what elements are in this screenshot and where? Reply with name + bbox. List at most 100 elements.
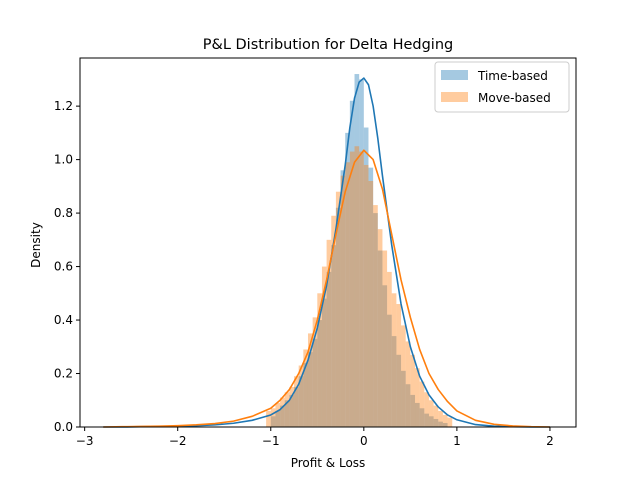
bar-time-based xyxy=(363,127,369,428)
plot-area xyxy=(103,74,550,428)
bar-move-based xyxy=(321,266,327,427)
legend-label-move-based: Move-based xyxy=(478,91,551,105)
bar-time-based xyxy=(359,79,364,427)
bar-time-based xyxy=(382,285,388,427)
bar-time-based xyxy=(326,271,332,427)
bar-move-based xyxy=(391,293,397,427)
bar-move-based xyxy=(410,354,416,427)
bar-move-based xyxy=(307,333,313,427)
x-axis-label: Profit & Loss xyxy=(291,456,366,470)
bar-move-based xyxy=(368,181,374,427)
y-tick-label: 1.2 xyxy=(54,99,73,113)
bar-time-based xyxy=(401,370,406,427)
bar-time-based xyxy=(307,352,313,427)
kde-line-time-based xyxy=(103,77,550,428)
bar-move-based xyxy=(312,317,318,427)
bar-time-based xyxy=(349,100,355,427)
y-tick-label: 1.0 xyxy=(54,153,73,167)
bar-time-based xyxy=(419,408,425,427)
bar-time-based xyxy=(396,354,402,427)
legend-label-time-based: Time-based xyxy=(477,69,548,83)
bar-move-based xyxy=(447,417,453,427)
bar-move-based xyxy=(438,410,443,427)
chart-title: P&L Distribution for Delta Hedging xyxy=(203,37,453,53)
bar-move-based xyxy=(442,414,448,427)
bar-time-based xyxy=(303,362,308,427)
bar-time-based xyxy=(438,421,443,427)
bar-time-based xyxy=(377,250,383,427)
bar-time-based xyxy=(294,386,299,427)
bar-time-based xyxy=(345,132,350,427)
bar-move-based xyxy=(331,215,336,427)
bar-move-based xyxy=(345,162,350,427)
bar-move-based xyxy=(275,402,281,427)
bar-time-based xyxy=(321,298,327,427)
bar-time-based xyxy=(317,320,322,427)
bar-time-based xyxy=(335,207,341,427)
bar-move-based xyxy=(326,239,332,427)
bar-move-based xyxy=(363,164,369,427)
bar-move-based xyxy=(303,349,308,427)
bar-time-based xyxy=(298,376,304,427)
bar-move-based xyxy=(289,386,295,427)
y-tick-label: 0.4 xyxy=(54,313,73,327)
bar-time-based xyxy=(275,410,281,427)
bar-move-based xyxy=(419,381,425,427)
bar-move-based xyxy=(433,405,439,427)
histogram-time-based xyxy=(270,74,448,428)
bar-move-based xyxy=(294,376,299,427)
bar-move-based xyxy=(298,365,304,427)
bar-move-based xyxy=(382,250,388,427)
bar-move-based xyxy=(340,175,346,427)
x-tick-label: 0 xyxy=(360,434,368,448)
legend: Time-based Move-based xyxy=(434,61,570,113)
bar-move-based xyxy=(405,341,411,427)
bar-move-based xyxy=(280,397,285,427)
bar-move-based xyxy=(373,205,378,427)
bar-time-based xyxy=(433,418,439,427)
bar-move-based xyxy=(359,151,364,427)
x-tick-label: 1 xyxy=(453,434,461,448)
bar-move-based xyxy=(401,325,406,427)
bar-time-based xyxy=(405,384,411,427)
bar-move-based xyxy=(387,271,392,427)
bar-time-based xyxy=(410,394,416,427)
bar-time-based xyxy=(442,422,448,427)
bar-time-based xyxy=(312,338,318,427)
bar-move-based xyxy=(415,368,420,427)
y-tick-label: 0.2 xyxy=(54,367,73,381)
bar-time-based xyxy=(415,402,420,427)
bar-move-based xyxy=(428,400,434,427)
bar-move-based xyxy=(377,229,383,427)
x-tick-label: −3 xyxy=(76,434,94,448)
bar-time-based xyxy=(354,74,360,427)
bar-time-based xyxy=(280,405,285,427)
y-tick-label: 0.8 xyxy=(54,206,73,220)
legend-swatch-time-based xyxy=(441,70,468,80)
bar-time-based xyxy=(270,416,276,427)
bar-time-based xyxy=(289,394,295,427)
histogram-move-based xyxy=(266,146,453,428)
axes-frame xyxy=(79,57,577,428)
bar-time-based xyxy=(284,400,290,427)
bar-time-based xyxy=(391,336,397,427)
bar-move-based xyxy=(349,151,355,427)
bar-move-based xyxy=(424,392,429,427)
bar-move-based xyxy=(270,408,276,427)
bar-move-based xyxy=(266,410,271,427)
bar-move-based xyxy=(396,304,402,427)
kde-line-move-based xyxy=(103,149,550,428)
x-tick-label: −1 xyxy=(262,434,280,448)
bar-move-based xyxy=(335,191,341,427)
legend-frame xyxy=(434,61,570,113)
bar-time-based xyxy=(368,167,374,427)
bar-time-based xyxy=(340,170,346,428)
bar-move-based xyxy=(317,293,322,427)
x-tick-label: 2 xyxy=(546,434,554,448)
x-tick-label: −2 xyxy=(169,434,187,448)
bar-time-based xyxy=(428,416,434,427)
legend-swatch-move-based xyxy=(441,92,468,102)
bar-time-based xyxy=(373,213,378,427)
